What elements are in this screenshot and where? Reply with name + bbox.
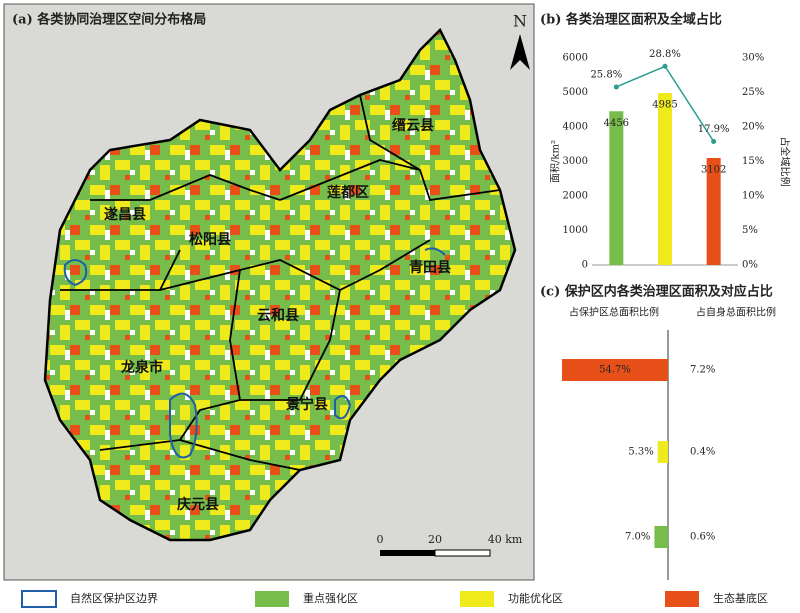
county-label: 松阳县 xyxy=(189,231,231,248)
line-point xyxy=(662,63,668,69)
legend: 自然区保护区边界 重点强化区 功能优化区 生态基底区 xyxy=(21,590,768,608)
county-label: 遂昌县 xyxy=(104,206,146,223)
y-tick-label: 1000 xyxy=(563,225,588,236)
y2-tick-label: 20% xyxy=(742,122,764,133)
right-value-label: 0.4% xyxy=(690,447,715,458)
bar xyxy=(658,93,672,265)
y-tick-label: 0 xyxy=(582,260,588,271)
y-axis-label: 面积/km² xyxy=(550,140,562,183)
line-point xyxy=(613,84,619,90)
county-label: 龙泉市 xyxy=(120,359,163,376)
county-label: 庆元县 xyxy=(177,496,219,513)
bar-value-label: 4985 xyxy=(652,100,677,111)
chart-b: 0 1000 2000 3000 4000 5000 6000 0% 5% 10% 15% 20% 25… xyxy=(550,49,792,271)
y2-tick-label: 10% xyxy=(742,191,764,202)
y-tick-label: 3000 xyxy=(563,156,588,167)
county-label: 莲都区 xyxy=(327,184,369,201)
scale-label: 40 km xyxy=(488,533,523,546)
scale-bar: 0 20 40 km xyxy=(377,533,523,557)
county-boundaries xyxy=(60,94,501,471)
chart-c-title: (c) 保护区内各类治理区面积及对应占比 xyxy=(540,284,773,300)
bar xyxy=(609,111,624,265)
y2-axis-label: 占全域比例 xyxy=(779,137,792,187)
bar-value-label: 3102 xyxy=(701,164,726,175)
left-value-label: 54.7% xyxy=(599,365,631,376)
scale-label: 20 xyxy=(428,533,442,546)
legend-swatch xyxy=(665,591,699,607)
y2-tick-label: 25% xyxy=(742,87,764,98)
chart-b-title: (b) 各类治理区面积及全域占比 xyxy=(540,12,722,28)
y2-tick-label: 5% xyxy=(742,225,758,236)
legend-swatch xyxy=(255,591,289,607)
county-label: 青田县 xyxy=(409,259,451,276)
north-label: N xyxy=(513,12,527,31)
right-header: 占自身总面积比例 xyxy=(696,306,776,319)
chart-c: 占保护区总面积比例 占自身总面积比例 54.7% 5.3% 7.0% 7.2% 0.4% 0.… xyxy=(562,306,776,580)
county-label: 缙云县 xyxy=(392,117,434,134)
y2-tick-label: 15% xyxy=(742,156,764,167)
north-arrow: N xyxy=(510,12,530,70)
bar xyxy=(562,359,668,381)
right-value-label: 0.6% xyxy=(690,532,715,543)
county-label: 景宁县 xyxy=(286,396,328,413)
legend-label: 自然区保护区边界 xyxy=(70,591,158,605)
reserve-boundaries xyxy=(63,247,446,459)
y-tick-label: 4000 xyxy=(563,122,588,133)
y2-tick-label: 0% xyxy=(742,260,758,271)
legend-label: 重点强化区 xyxy=(303,591,358,605)
legend-label: 生态基底区 xyxy=(713,591,768,605)
legend-label: 功能优化区 xyxy=(508,591,563,605)
legend-swatch xyxy=(460,591,494,607)
line-value-label: 25.8% xyxy=(590,69,622,80)
line-value-label: 17.9% xyxy=(698,124,730,135)
bar xyxy=(657,441,668,463)
bar xyxy=(654,526,668,548)
legend-swatch xyxy=(21,590,57,608)
line-point xyxy=(711,138,717,144)
y2-tick-label: 30% xyxy=(742,53,764,64)
map-title: (a) 各类协同治理区空间分布格局 xyxy=(12,12,206,28)
y-tick-label: 5000 xyxy=(563,87,588,98)
y-tick-label: 6000 xyxy=(563,53,588,64)
right-value-label: 7.2% xyxy=(690,365,715,376)
line-value-label: 28.8% xyxy=(649,49,681,60)
bar xyxy=(706,157,721,265)
bar-value-label: 4456 xyxy=(604,118,629,129)
left-value-label: 7.0% xyxy=(625,532,650,543)
scale-label: 0 xyxy=(377,533,384,546)
left-header: 占保护区总面积比例 xyxy=(569,306,659,319)
y-tick-label: 2000 xyxy=(563,191,588,202)
left-value-label: 5.3% xyxy=(628,447,653,458)
county-label: 云和县 xyxy=(257,308,299,324)
map-panel: (a) 各类协同治理区空间分布格局 N 缙云县莲都区遂昌县松阳县青田县云和县龙泉… xyxy=(3,3,535,581)
